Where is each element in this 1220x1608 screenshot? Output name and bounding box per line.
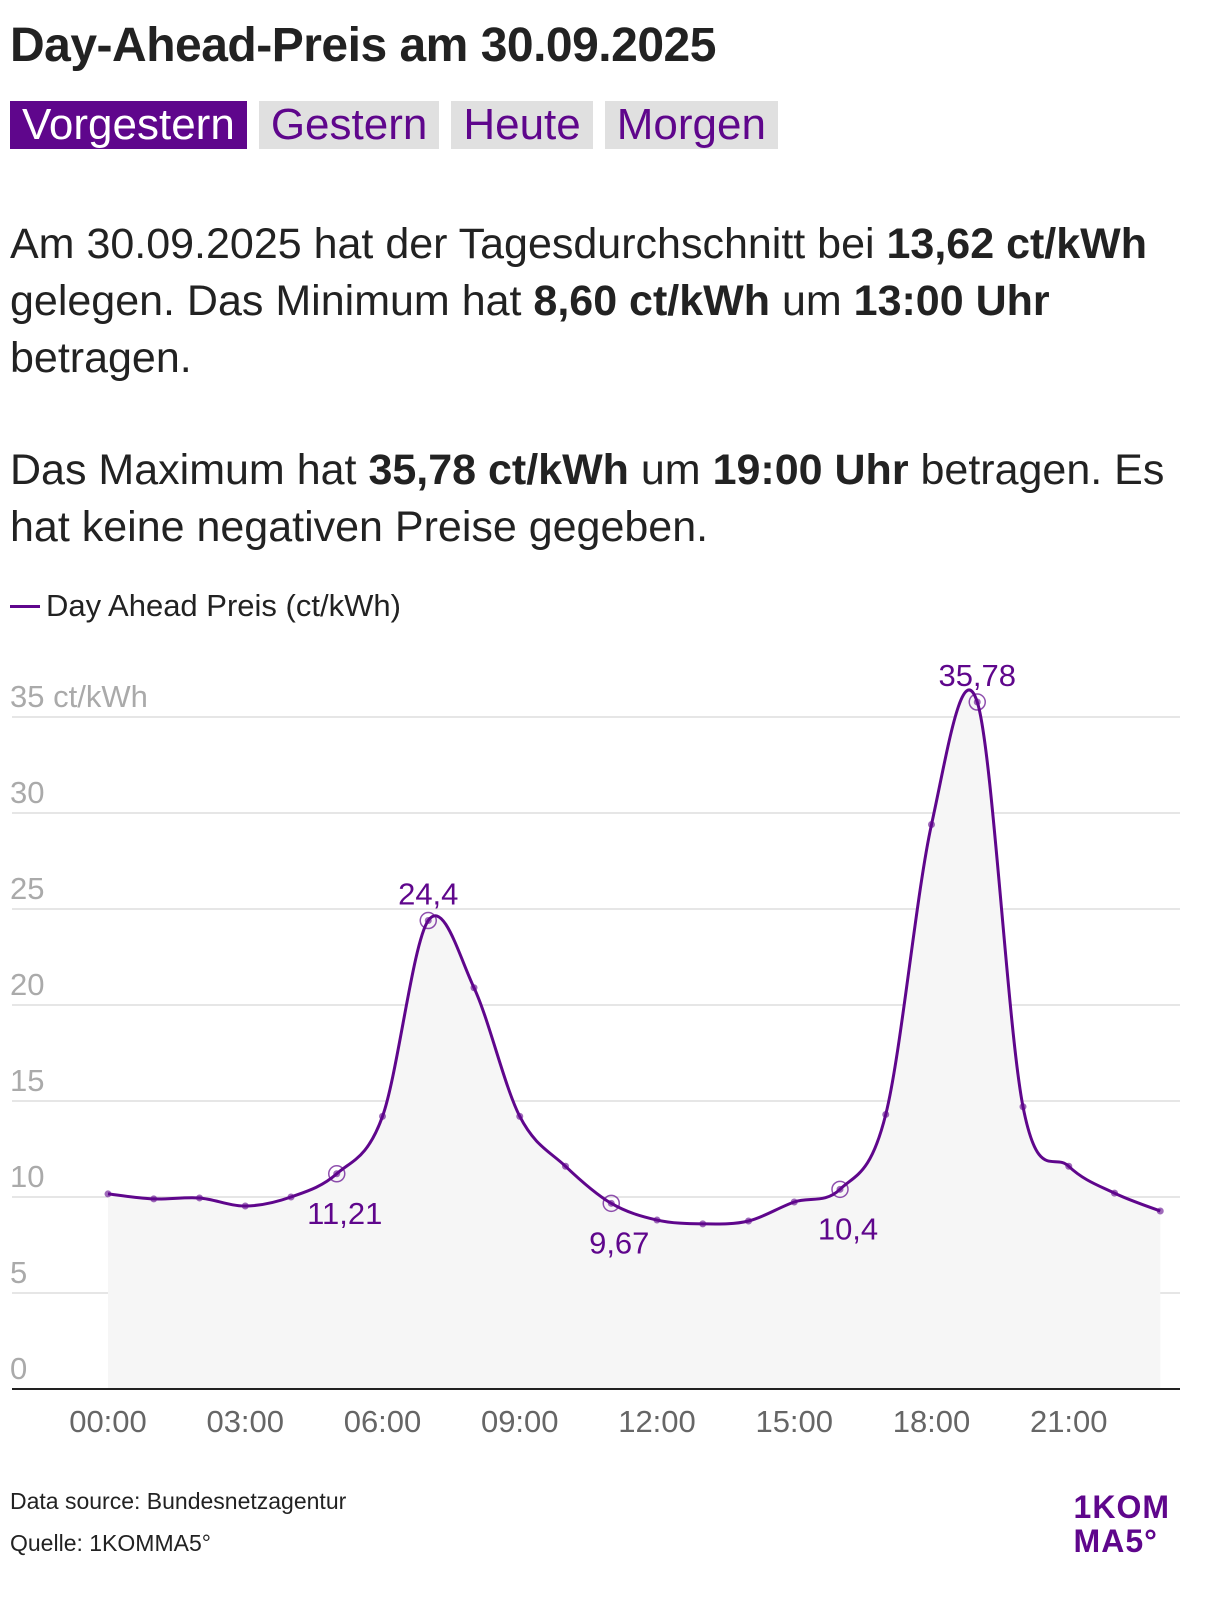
y-tick-label: 10 (10, 1159, 44, 1194)
annotation-marker (831, 1180, 849, 1199)
data-point (607, 1199, 615, 1207)
summary-text: um (628, 446, 713, 494)
summary-text: Am 30.09.2025 hat der Tagesdurchschnitt … (10, 220, 887, 268)
x-tick-label: 03:00 (206, 1404, 284, 1439)
annotation-marker (419, 911, 437, 930)
summary-paragraph-2: Das Maximum hat 35,78 ct/kWh um 19:00 Uh… (10, 442, 1200, 556)
page-title: Day-Ahead-Preis am 30.09.2025 (10, 19, 716, 72)
day-tabs: Vorgestern Gestern Heute Morgen (10, 101, 778, 149)
data-point (196, 1194, 203, 1202)
logo-line-2: MA5° (1073, 1523, 1158, 1559)
data-point (836, 1185, 844, 1193)
quelle: Quelle: 1KOMMA5° (10, 1530, 211, 1556)
y-tick-label: 15 (10, 1063, 44, 1098)
data-point (699, 1220, 707, 1228)
legend-line-swatch (10, 604, 40, 608)
data-point (882, 1110, 890, 1118)
data-point (653, 1216, 661, 1224)
summary-paragraph-1: Am 30.09.2025 hat der Tagesdurchschnitt … (10, 216, 1200, 387)
data-point (562, 1162, 569, 1170)
summary-text: betragen. Es hat keine negativen Preise … (10, 446, 1165, 551)
x-tick-label: 00:00 (69, 1404, 147, 1439)
price-line (107, 688, 1161, 1226)
y-tick-label: 20 (10, 967, 44, 1002)
minimum-time: 13:00 Uhr (853, 277, 1050, 325)
tab-morgen[interactable]: Morgen (604, 101, 778, 149)
x-tick-label: 12:00 (618, 1404, 696, 1439)
maximum-time: 19:00 Uhr (712, 446, 909, 494)
data-point (516, 1112, 524, 1120)
data-label: 35,78 (938, 658, 1016, 693)
y-tick-label: 35 ct/kWh (10, 679, 148, 714)
tab-gestern[interactable]: Gestern (258, 101, 440, 149)
x-tick-label: 09:00 (481, 1404, 559, 1439)
data-point (333, 1170, 341, 1178)
data-point (1065, 1162, 1073, 1170)
data-label: 10,4 (818, 1211, 878, 1246)
data-point (287, 1193, 295, 1201)
area-fill (108, 689, 1161, 1389)
data-point (379, 1112, 386, 1120)
data-point (973, 698, 981, 706)
tab-vorgestern[interactable]: Vorgestern (10, 101, 247, 149)
data-point (150, 1195, 158, 1203)
data-point (1156, 1207, 1164, 1215)
y-tick-label: 0 (10, 1351, 27, 1386)
data-source: Data source: Bundesnetzagentur (10, 1488, 347, 1514)
summary-text: betragen. (10, 334, 192, 382)
y-tick-label: 25 (10, 871, 44, 906)
summary-text: gelegen. Das Minimum hat (10, 277, 534, 325)
minimum-price: 8,60 ct/kWh (533, 277, 771, 325)
data-label: 9,67 (589, 1225, 649, 1260)
brand-logo: 1KOM MA5° (1074, 1490, 1170, 1558)
data-point (104, 1190, 112, 1198)
price-chart: 0 5 10 15 20 25 30 35 ct/kWh 00:00 03:00 06:00 09:… (10, 658, 1180, 1439)
data-point (1111, 1189, 1118, 1197)
x-tick-label: 06:00 (344, 1404, 422, 1439)
chart-legend: Day Ahead Preis (ct/kWh) (10, 588, 401, 624)
annotations: 11,21 24,4 9,67 10,4 35,78 (307, 658, 1016, 1260)
data-label: 11,21 (307, 1196, 382, 1231)
y-axis-labels: 0 5 10 15 20 25 30 35 ct/kWh (10, 679, 148, 1386)
data-point (241, 1202, 249, 1210)
x-tick-label: 15:00 (755, 1404, 833, 1439)
annotation-marker (602, 1194, 620, 1213)
data-point (790, 1198, 798, 1206)
y-tick-label: 30 (10, 775, 44, 810)
data-points (104, 698, 1164, 1228)
data-label: 24,4 (398, 877, 458, 912)
data-point (745, 1217, 752, 1225)
data-point (928, 821, 935, 829)
maximum-price: 35,78 ct/kWh (368, 446, 629, 494)
annotation-marker (328, 1165, 346, 1183)
y-tick-label: 5 (10, 1255, 27, 1290)
tab-heute[interactable]: Heute (451, 101, 593, 149)
summary-text: Das Maximum hat (10, 446, 369, 494)
logo-line-1: 1KOM (1073, 1489, 1170, 1525)
summary-text: um (770, 277, 854, 325)
annotation-marker (968, 693, 986, 711)
average-price: 13,62 ct/kWh (886, 220, 1148, 268)
x-axis-labels: 00:00 03:00 06:00 09:00 12:00 15:00 18:00 21:00 (69, 1404, 1107, 1439)
x-tick-label: 18:00 (893, 1404, 971, 1439)
data-point (424, 917, 432, 925)
data-point (470, 984, 478, 992)
legend-label: Day Ahead Preis (ct/kWh) (46, 588, 401, 623)
x-tick-label: 21:00 (1030, 1404, 1108, 1439)
data-point (1019, 1103, 1027, 1111)
